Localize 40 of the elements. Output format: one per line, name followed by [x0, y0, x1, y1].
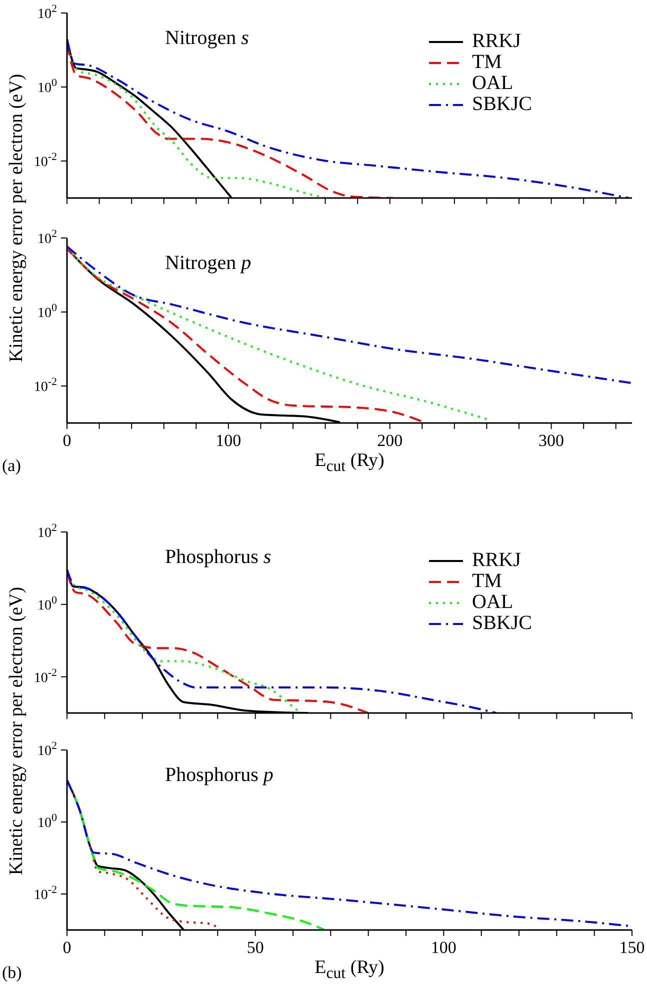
y-tick-label: 10$^{2}$ — [38, 3, 57, 22]
text: Phosphorus p — [165, 764, 274, 787]
y-tick-label: 10$^{-2}$ — [34, 151, 57, 170]
legend-label: SBKJC — [472, 612, 532, 634]
y-tick-label: 10$^{0}$ — [38, 812, 58, 831]
y-axis-title: Kinetic energy error per electron (eV) — [6, 72, 28, 364]
y-tick-label: 10$^{-2}$ — [34, 376, 57, 395]
x-tick-label: 300 — [538, 431, 564, 450]
x-tick-label: 100 — [216, 431, 242, 450]
legend-label: OAL — [472, 591, 514, 613]
x-tick-label: 150 — [619, 938, 645, 957]
y-tick-label: 10$^{0}$ — [38, 77, 58, 96]
y-tick-label: 10$^{0}$ — [38, 594, 58, 614]
legend-label: TM — [472, 570, 502, 592]
text: (b) — [2, 963, 22, 983]
text: Nitrogen s — [165, 27, 249, 50]
y-tick-label: 10$^{2}$ — [38, 228, 57, 247]
x-tick-label: 200 — [377, 431, 403, 450]
x-tick-label: 50 — [246, 938, 264, 957]
text: (a) — [2, 456, 21, 476]
line-series — [67, 245, 632, 384]
legend-label: OAL — [472, 72, 514, 94]
x-tick-label: 100 — [430, 938, 456, 957]
y-tick-label: 10$^{0}$ — [38, 302, 58, 321]
legend-label: RRKJ — [472, 549, 521, 571]
legend-label: TM — [472, 51, 502, 73]
y-tick-label: 10$^{-2}$ — [34, 666, 57, 686]
y-tick-label: 10$^{-2}$ — [34, 884, 57, 903]
x-axis-title: E$_{cut}$ (Ry) — [314, 450, 386, 476]
y-axis-title: Kinetic energy error per electron (eV) — [6, 586, 28, 878]
x-tick-label: 0 — [62, 938, 72, 957]
line-series — [67, 248, 424, 422]
y-tick-label: 10$^{2}$ — [38, 740, 57, 759]
y-tick-label: 10$^{2}$ — [38, 522, 57, 541]
text: Nitrogen p — [165, 252, 252, 275]
text: Phosphorus s — [165, 546, 272, 569]
legend-label: SBKJC — [472, 93, 532, 115]
x-axis-title: E$_{cut}$ (Ry) — [314, 957, 386, 983]
x-tick-label: 0 — [62, 431, 72, 450]
legend-label: RRKJ — [472, 30, 521, 52]
